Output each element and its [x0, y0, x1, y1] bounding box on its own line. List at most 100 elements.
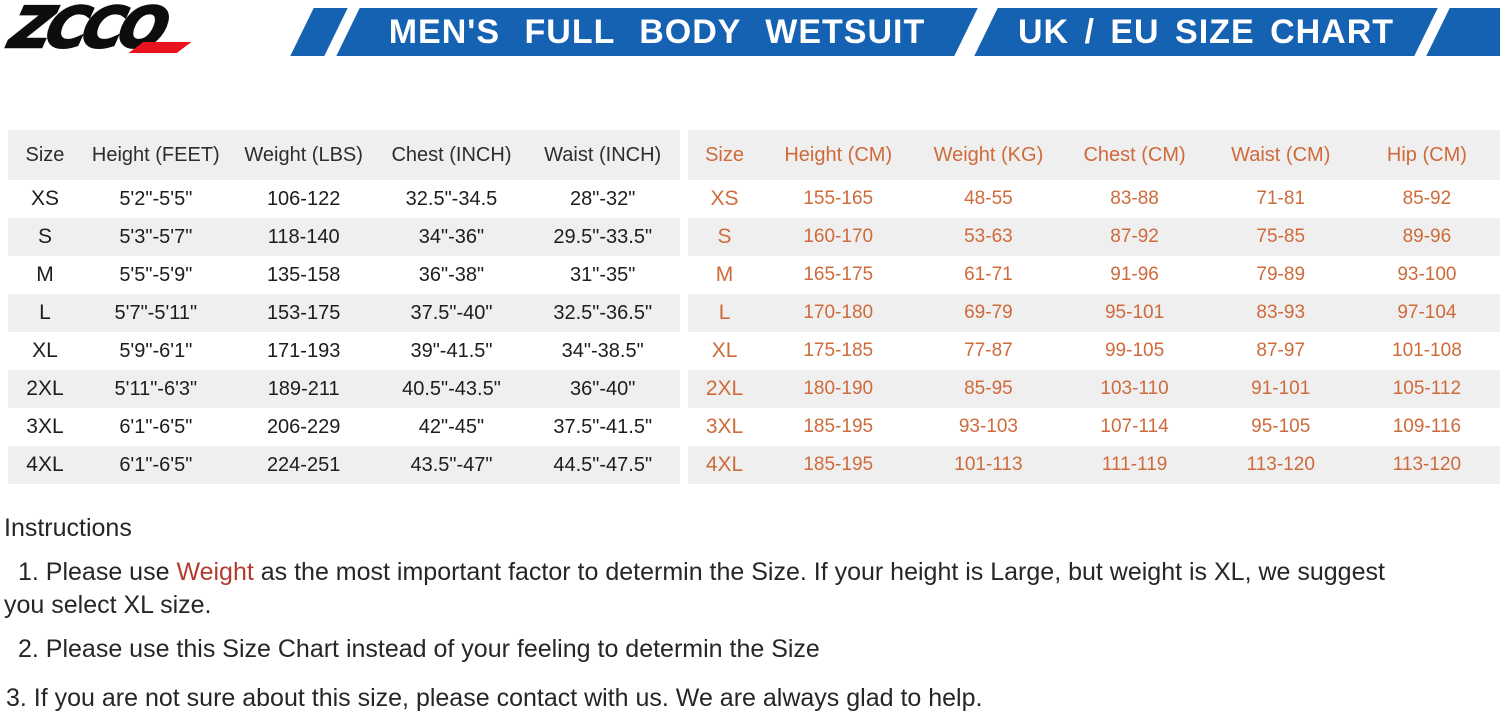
table-row: XL 5'9"-6'1" 171-193 39"-41.5" 34"-38.5"	[8, 332, 680, 370]
column-header: Chest (CM)	[1083, 143, 1186, 166]
table-cell: 113-120	[1392, 454, 1462, 475]
column-header: Hip (CM)	[1386, 143, 1467, 166]
table-cell: XS	[710, 187, 739, 210]
table-cell: 153-175	[266, 301, 341, 324]
table-cell: 61-71	[964, 264, 1013, 285]
table-cell: 99-105	[1104, 340, 1165, 361]
table-cell: 83-93	[1256, 302, 1306, 323]
table-cell: 6'1"-6'5"	[119, 415, 193, 438]
table-cell: 224-251	[266, 453, 341, 476]
table-cell: 36"-38"	[418, 263, 485, 286]
instruction-1-line2: you select XL size.	[4, 591, 212, 619]
table-cell: 165-175	[803, 264, 874, 285]
table-cell: 43.5"-47"	[410, 453, 493, 476]
table-cell: 32.5"-36.5"	[553, 301, 653, 324]
table-row: 2XL 5'11"-6'3" 189-211 40.5"-43.5" 36"-40"	[8, 370, 680, 408]
table-cell: 105-112	[1392, 378, 1462, 399]
table-cell: L	[39, 301, 51, 324]
table-cell: 34"-36"	[418, 225, 485, 248]
table-cell: 118-140	[267, 225, 340, 248]
table-cell: 91-101	[1251, 378, 1311, 399]
table-cell: M	[36, 263, 54, 286]
table-cell: 113-120	[1246, 454, 1315, 475]
table-cell: XL	[711, 339, 738, 362]
table-cell: 5'5"-5'9"	[119, 263, 193, 286]
table-cell: 5'9"-6'1"	[119, 339, 193, 362]
table-cell: 171-193	[266, 339, 341, 362]
table-row: S 5'3"-5'7" 118-140 34"-36" 29.5"-33.5"	[8, 218, 680, 256]
table-cell: XL	[32, 339, 58, 362]
table-row: L 5'7"-5'11" 153-175 37.5"-40" 32.5"-36.5"	[8, 294, 680, 332]
table-cell: 89-96	[1402, 226, 1452, 247]
table-cell: 155-165	[803, 188, 874, 209]
instruction-1-highlight: Weight	[176, 558, 254, 586]
table-cell: 6'1"-6'5"	[119, 453, 193, 476]
table-cell: 34"-38.5"	[561, 339, 644, 362]
table-cell: 5'2"-5'5"	[119, 187, 193, 210]
table-cell: 37.5"-41.5"	[553, 415, 653, 438]
table-cell: 4XL	[705, 453, 744, 476]
table-row: XS 155-165 48-55 83-88 71-81 85-92	[688, 180, 1500, 218]
table-cell: 160-170	[803, 226, 874, 247]
instruction-1-post: as the most important factor to determin…	[253, 558, 1385, 586]
table-cell: 93-100	[1397, 264, 1457, 285]
table-cell: 77-87	[964, 340, 1013, 361]
table-cell: 206-229	[266, 415, 341, 438]
table-cell: 75-85	[1256, 226, 1306, 247]
table-row: 4XL 6'1"-6'5" 224-251 43.5"-47" 44.5"-47.5"	[8, 446, 680, 484]
table-row: 2XL 180-190 85-95 103-110 91-101 105-112	[688, 370, 1500, 408]
brand-logo: ZCCO	[3, 0, 290, 62]
table-cell: 48-55	[964, 188, 1013, 209]
eu-size-table: Size Height (CM) Weight (KG) Chest (CM) Wais…	[688, 130, 1500, 484]
column-header: Size	[25, 143, 65, 166]
table-cell: 32.5"-34.5	[405, 187, 498, 210]
table-cell: 31"-35"	[570, 263, 636, 286]
banner-product-title: MEN'S FULL BODY WETSUIT	[336, 8, 978, 56]
table-cell: 189-211	[267, 377, 340, 400]
table-cell: 5'11"-6'3"	[114, 377, 198, 400]
table-cell: 5'7"-5'11"	[114, 301, 198, 324]
table-cell: 107-114	[1100, 416, 1169, 437]
table-cell: 2XL	[705, 377, 744, 400]
table-cell: 71-81	[1256, 188, 1306, 209]
instruction-item-1: 1. Please use Weight as the most importa…	[4, 556, 1494, 622]
column-header: Weight (LBS)	[244, 143, 363, 166]
table-cell: 39"-41.5"	[410, 339, 493, 362]
column-header: Height (FEET)	[91, 143, 220, 166]
table-cell: 109-116	[1392, 416, 1462, 437]
table-cell: 175-185	[803, 340, 874, 361]
table-row: 4XL 185-195 101-113 111-119 113-120 113-120	[688, 446, 1500, 484]
instructions-heading: Instructions	[4, 514, 132, 542]
column-header: Chest (INCH)	[391, 143, 512, 166]
table-cell: XS	[30, 187, 59, 210]
table-row: 3XL 185-195 93-103 107-114 95-105 109-116	[688, 408, 1500, 446]
table-row: 3XL 6'1"-6'5" 206-229 42"-45" 37.5"-41.5"	[8, 408, 680, 446]
table-cell: 85-95	[964, 378, 1013, 399]
table-cell: 53-63	[964, 226, 1013, 247]
instructions-section: Instructions 1. Please use Weight as the…	[4, 514, 1494, 715]
table-cell: 79-89	[1256, 264, 1306, 285]
column-header: Height (CM)	[784, 143, 893, 166]
banner-product-title-text: MEN'S FULL BODY WETSUIT	[388, 12, 926, 51]
instruction-item-3: 3. If you are not sure about this size, …	[6, 684, 983, 712]
table-cell: 4XL	[26, 453, 64, 476]
table-cell: 170-180	[803, 302, 874, 323]
table-row: XL 175-185 77-87 99-105 87-97 101-108	[688, 332, 1500, 370]
table-cell: 29.5"-33.5"	[553, 225, 653, 248]
table-cell: 91-96	[1110, 264, 1159, 285]
table-cell: 95-101	[1104, 302, 1165, 323]
table-cell: 111-119	[1101, 454, 1168, 475]
table-row: M 5'5"-5'9" 135-158 36"-38" 31"-35"	[8, 256, 680, 294]
column-header: Waist (INCH)	[544, 143, 662, 166]
table-cell: S	[717, 225, 732, 248]
table-cell: 97-104	[1397, 302, 1457, 323]
table-cell: 87-92	[1110, 226, 1159, 247]
table-cell: L	[718, 301, 731, 324]
table-cell: 40.5"-43.5"	[402, 377, 501, 400]
table-row: S 160-170 53-63 87-92 75-85 89-96	[688, 218, 1500, 256]
table-cell: 44.5"-47.5"	[553, 453, 653, 476]
table-cell: 106-122	[266, 187, 341, 210]
instruction-item-2: 2. Please use this Size Chart instead of…	[18, 635, 820, 663]
header-row: Size Height (FEET) Weight (LBS) Chest (INCH…	[8, 130, 680, 180]
